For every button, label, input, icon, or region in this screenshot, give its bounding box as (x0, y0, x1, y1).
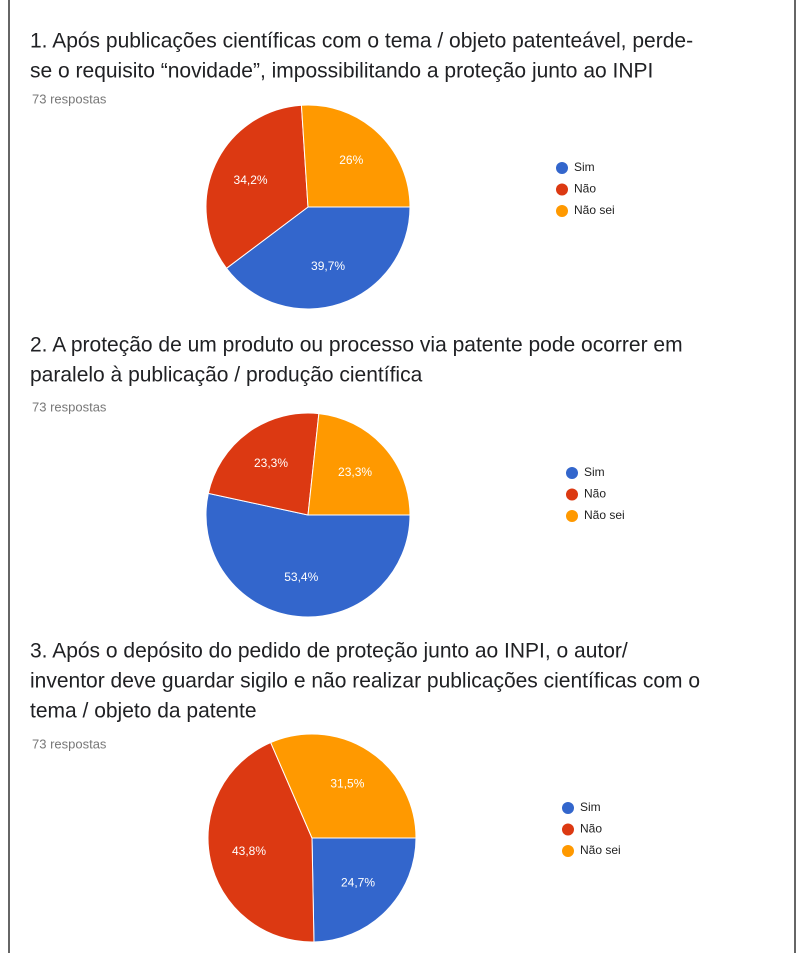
pie-slice (207, 741, 315, 943)
pie-slice (311, 837, 417, 943)
slice-label: 43,8% (232, 844, 266, 858)
legend-swatch (562, 823, 574, 836)
legend-swatch (562, 802, 574, 814)
slice-label: 34,2% (234, 173, 268, 187)
pie-slice (205, 492, 411, 618)
legend-label: Não (584, 487, 606, 501)
pie-slice (207, 412, 320, 516)
question-title: se o requisito “novidade”, impossibilita… (30, 60, 653, 83)
question-title: tema / objeto da patente (30, 700, 257, 723)
legend-label: Não sei (574, 203, 615, 217)
legend-swatch (556, 162, 568, 174)
slice-label: 39,7% (311, 259, 345, 273)
pie-slice (307, 413, 411, 516)
legend-label: Não (574, 182, 596, 196)
question-title: 2. A proteção de um produto ou processo … (30, 334, 683, 357)
legend-swatch (556, 205, 568, 217)
legend-label: Sim (574, 160, 595, 174)
question-title: inventor deve guardar sigilo e não reali… (30, 670, 700, 693)
slice-label: 31,5% (330, 776, 364, 790)
pie-slice (270, 733, 417, 839)
question-title: 3. Após o depósito do pedido de proteção… (30, 640, 628, 663)
pie-slice (205, 104, 309, 269)
pie-slice (300, 104, 411, 208)
pie-slice (225, 206, 411, 310)
slice-label: 23,3% (254, 456, 288, 470)
question-title: paralelo à publicação / produção científ… (30, 364, 423, 387)
legend-swatch (566, 467, 578, 479)
slice-label: 26% (339, 153, 363, 167)
slice-label: 24,7% (341, 875, 375, 889)
legend-swatch (566, 510, 578, 522)
response-count: 73 respostas (32, 399, 107, 414)
response-count: 73 respostas (32, 736, 107, 751)
legend-label: Não (580, 822, 602, 836)
response-count: 73 respostas (32, 91, 107, 106)
legend-swatch (556, 183, 568, 196)
question-title: 1. Após publicações científicas com o te… (30, 30, 693, 53)
legend-swatch (562, 845, 574, 857)
legend-swatch (566, 488, 578, 501)
slice-label: 23,3% (338, 465, 372, 479)
legend-label: Sim (580, 800, 601, 814)
legend-label: Sim (584, 465, 605, 479)
legend-label: Não sei (584, 508, 625, 522)
slice-label: 53,4% (284, 570, 318, 584)
legend-label: Não sei (580, 843, 621, 857)
